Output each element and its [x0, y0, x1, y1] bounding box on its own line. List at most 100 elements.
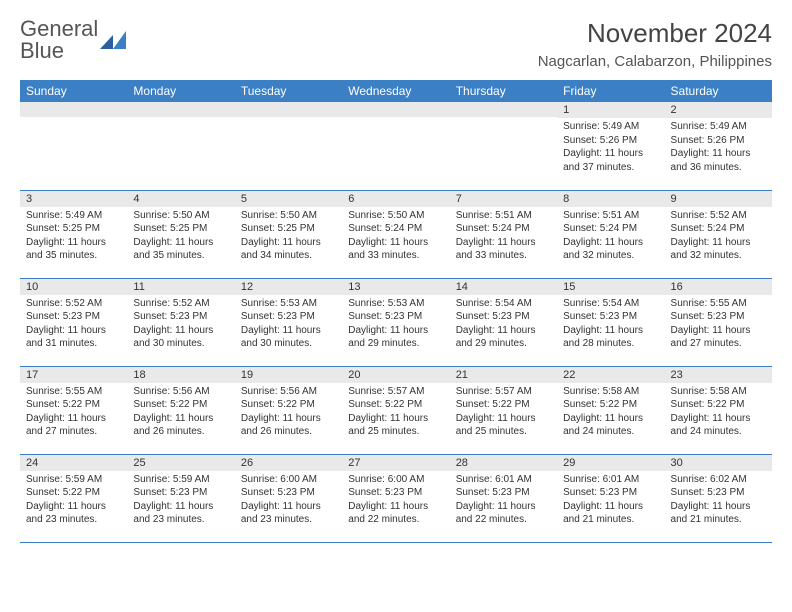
day-info: Sunrise: 5:50 AMSunset: 5:24 PMDaylight:… — [342, 207, 449, 267]
sunrise-text: Sunrise: 5:53 AM — [348, 297, 443, 311]
calendar-cell: 5Sunrise: 5:50 AMSunset: 5:25 PMDaylight… — [235, 190, 342, 278]
sunrise-text: Sunrise: 6:00 AM — [241, 473, 336, 487]
daylight-text: Daylight: 11 hours and 29 minutes. — [456, 324, 551, 351]
daylight-text: Daylight: 11 hours and 27 minutes. — [671, 324, 766, 351]
sunrise-text: Sunrise: 5:49 AM — [671, 120, 766, 134]
sunset-text: Sunset: 5:22 PM — [26, 486, 121, 500]
weekday-header: Saturday — [665, 80, 772, 102]
calendar-cell: 4Sunrise: 5:50 AMSunset: 5:25 PMDaylight… — [127, 190, 234, 278]
daylight-text: Daylight: 11 hours and 23 minutes. — [26, 500, 121, 527]
day-info: Sunrise: 5:50 AMSunset: 5:25 PMDaylight:… — [127, 207, 234, 267]
sunset-text: Sunset: 5:24 PM — [671, 222, 766, 236]
weekday-header: Tuesday — [235, 80, 342, 102]
weekday-header: Wednesday — [342, 80, 449, 102]
day-info: Sunrise: 5:53 AMSunset: 5:23 PMDaylight:… — [342, 295, 449, 355]
sunrise-text: Sunrise: 6:00 AM — [348, 473, 443, 487]
calendar-cell: 26Sunrise: 6:00 AMSunset: 5:23 PMDayligh… — [235, 454, 342, 542]
day-info: Sunrise: 6:01 AMSunset: 5:23 PMDaylight:… — [450, 471, 557, 531]
day-info: Sunrise: 6:00 AMSunset: 5:23 PMDaylight:… — [342, 471, 449, 531]
day-number: 15 — [557, 279, 664, 295]
day-info: Sunrise: 5:54 AMSunset: 5:23 PMDaylight:… — [557, 295, 664, 355]
calendar-cell: 21Sunrise: 5:57 AMSunset: 5:22 PMDayligh… — [450, 366, 557, 454]
calendar-cell: 6Sunrise: 5:50 AMSunset: 5:24 PMDaylight… — [342, 190, 449, 278]
sunset-text: Sunset: 5:25 PM — [26, 222, 121, 236]
weekday-header: Sunday — [20, 80, 127, 102]
calendar-cell — [450, 102, 557, 190]
daylight-text: Daylight: 11 hours and 28 minutes. — [563, 324, 658, 351]
sunset-text: Sunset: 5:22 PM — [671, 398, 766, 412]
sunset-text: Sunset: 5:26 PM — [563, 134, 658, 148]
sunset-text: Sunset: 5:23 PM — [241, 486, 336, 500]
daylight-text: Daylight: 11 hours and 24 minutes. — [671, 412, 766, 439]
day-number: 4 — [127, 191, 234, 207]
calendar-row: 24Sunrise: 5:59 AMSunset: 5:22 PMDayligh… — [20, 454, 772, 542]
weekday-header-row: Sunday Monday Tuesday Wednesday Thursday… — [20, 80, 772, 102]
calendar-cell: 3Sunrise: 5:49 AMSunset: 5:25 PMDaylight… — [20, 190, 127, 278]
daylight-text: Daylight: 11 hours and 25 minutes. — [348, 412, 443, 439]
daylight-text: Daylight: 11 hours and 34 minutes. — [241, 236, 336, 263]
day-number: 21 — [450, 367, 557, 383]
sunrise-text: Sunrise: 6:01 AM — [563, 473, 658, 487]
calendar-cell: 20Sunrise: 5:57 AMSunset: 5:22 PMDayligh… — [342, 366, 449, 454]
day-info: Sunrise: 5:52 AMSunset: 5:23 PMDaylight:… — [20, 295, 127, 355]
calendar-row: 1Sunrise: 5:49 AMSunset: 5:26 PMDaylight… — [20, 102, 772, 190]
daylight-text: Daylight: 11 hours and 29 minutes. — [348, 324, 443, 351]
sunset-text: Sunset: 5:22 PM — [563, 398, 658, 412]
sunrise-text: Sunrise: 5:54 AM — [563, 297, 658, 311]
sunset-text: Sunset: 5:24 PM — [348, 222, 443, 236]
sunset-text: Sunset: 5:23 PM — [133, 486, 228, 500]
sunset-text: Sunset: 5:23 PM — [671, 486, 766, 500]
day-number: 27 — [342, 455, 449, 471]
calendar-cell: 13Sunrise: 5:53 AMSunset: 5:23 PMDayligh… — [342, 278, 449, 366]
day-info: Sunrise: 5:51 AMSunset: 5:24 PMDaylight:… — [450, 207, 557, 267]
logo-mark-icon — [100, 31, 126, 49]
calendar-cell: 23Sunrise: 5:58 AMSunset: 5:22 PMDayligh… — [665, 366, 772, 454]
day-number: 23 — [665, 367, 772, 383]
sunrise-text: Sunrise: 5:50 AM — [133, 209, 228, 223]
sunrise-text: Sunrise: 5:59 AM — [133, 473, 228, 487]
calendar-cell: 16Sunrise: 5:55 AMSunset: 5:23 PMDayligh… — [665, 278, 772, 366]
sunset-text: Sunset: 5:22 PM — [241, 398, 336, 412]
daylight-text: Daylight: 11 hours and 33 minutes. — [348, 236, 443, 263]
day-number: 25 — [127, 455, 234, 471]
calendar-cell: 1Sunrise: 5:49 AMSunset: 5:26 PMDaylight… — [557, 102, 664, 190]
day-number: 6 — [342, 191, 449, 207]
day-info: Sunrise: 5:50 AMSunset: 5:25 PMDaylight:… — [235, 207, 342, 267]
daylight-text: Daylight: 11 hours and 31 minutes. — [26, 324, 121, 351]
day-info: Sunrise: 5:52 AMSunset: 5:23 PMDaylight:… — [127, 295, 234, 355]
weekday-header: Friday — [557, 80, 664, 102]
sunrise-text: Sunrise: 5:51 AM — [563, 209, 658, 223]
calendar-row: 3Sunrise: 5:49 AMSunset: 5:25 PMDaylight… — [20, 190, 772, 278]
sunset-text: Sunset: 5:25 PM — [241, 222, 336, 236]
day-number: 20 — [342, 367, 449, 383]
sunrise-text: Sunrise: 5:49 AM — [563, 120, 658, 134]
sunset-text: Sunset: 5:22 PM — [348, 398, 443, 412]
day-info: Sunrise: 5:59 AMSunset: 5:23 PMDaylight:… — [127, 471, 234, 531]
sunrise-text: Sunrise: 5:55 AM — [26, 385, 121, 399]
day-info: Sunrise: 5:59 AMSunset: 5:22 PMDaylight:… — [20, 471, 127, 531]
calendar-cell: 24Sunrise: 5:59 AMSunset: 5:22 PMDayligh… — [20, 454, 127, 542]
location: Nagcarlan, Calabarzon, Philippines — [538, 53, 772, 70]
sunset-text: Sunset: 5:23 PM — [348, 486, 443, 500]
calendar-table: Sunday Monday Tuesday Wednesday Thursday… — [20, 80, 772, 543]
day-number: 5 — [235, 191, 342, 207]
day-info: Sunrise: 5:55 AMSunset: 5:22 PMDaylight:… — [20, 383, 127, 443]
day-info: Sunrise: 5:51 AMSunset: 5:24 PMDaylight:… — [557, 207, 664, 267]
day-number — [235, 102, 342, 117]
sunset-text: Sunset: 5:23 PM — [348, 310, 443, 324]
day-number — [127, 102, 234, 117]
day-number — [342, 102, 449, 117]
sunset-text: Sunset: 5:22 PM — [456, 398, 551, 412]
day-number — [20, 102, 127, 117]
sunset-text: Sunset: 5:25 PM — [133, 222, 228, 236]
daylight-text: Daylight: 11 hours and 26 minutes. — [133, 412, 228, 439]
sunset-text: Sunset: 5:23 PM — [133, 310, 228, 324]
day-info: Sunrise: 5:49 AMSunset: 5:26 PMDaylight:… — [557, 118, 664, 178]
daylight-text: Daylight: 11 hours and 35 minutes. — [26, 236, 121, 263]
sunrise-text: Sunrise: 5:51 AM — [456, 209, 551, 223]
sunrise-text: Sunrise: 5:58 AM — [563, 385, 658, 399]
day-info: Sunrise: 5:58 AMSunset: 5:22 PMDaylight:… — [557, 383, 664, 443]
day-info: Sunrise: 5:57 AMSunset: 5:22 PMDaylight:… — [342, 383, 449, 443]
daylight-text: Daylight: 11 hours and 23 minutes. — [133, 500, 228, 527]
day-number — [450, 102, 557, 117]
